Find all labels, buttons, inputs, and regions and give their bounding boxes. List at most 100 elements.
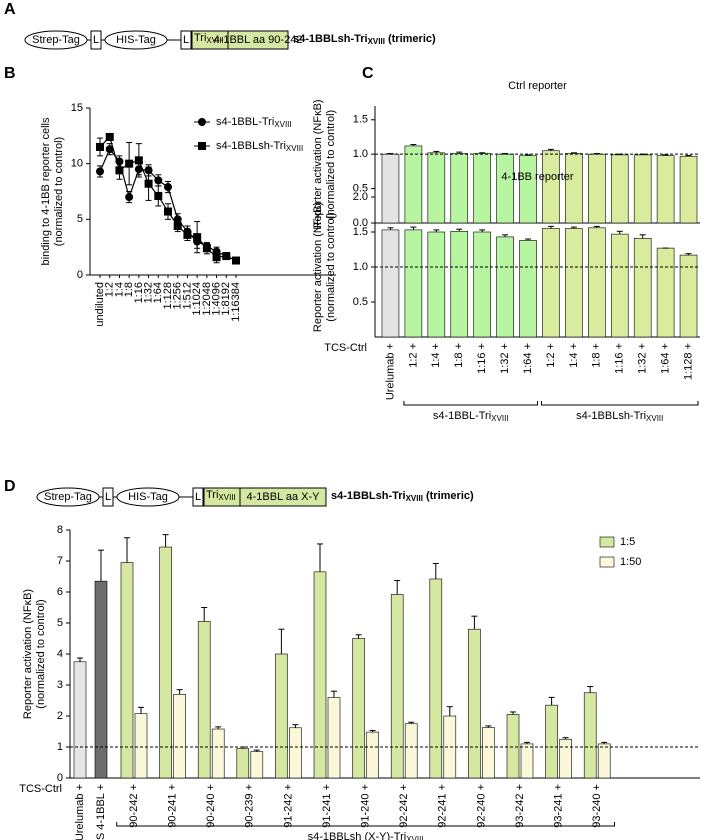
- error-bar: [410, 226, 417, 230]
- y-tick-label: 2: [57, 710, 63, 722]
- error-bar: [408, 721, 415, 724]
- y-tick-label: 0: [77, 269, 83, 281]
- 4-1bbl-domain: [239, 487, 327, 507]
- tri-label: TriXVIII: [206, 489, 236, 502]
- y-tick-label: 8: [57, 524, 63, 536]
- error-bar: [456, 228, 463, 232]
- y-tick-label: 0.5: [353, 296, 368, 308]
- bar: [610, 233, 629, 338]
- y-axis-label: (normalized to control): [35, 599, 47, 708]
- bar: [565, 228, 583, 338]
- x-tick-label: 1:64 +: [660, 343, 672, 374]
- data-point: [134, 156, 143, 165]
- x-tick-label: 1:8192: [220, 282, 232, 316]
- text-piece: s4-1BBLsh-Tri: [331, 490, 406, 502]
- error-bar: [331, 690, 337, 698]
- domain-label: 4-1BBL aa 90-242: [214, 34, 303, 46]
- y-axis-label: Reporter activation (NFκB): [312, 99, 324, 229]
- bar: [352, 638, 365, 779]
- x-tick-label: 1:4096: [210, 282, 222, 316]
- bar: [427, 231, 446, 338]
- chart-title: Ctrl reporter: [508, 80, 567, 92]
- x-tick-label: 1:2: [104, 282, 116, 297]
- strep-label: Strep-Tag: [44, 491, 92, 503]
- error-bar: [456, 151, 463, 154]
- error-bar: [685, 253, 692, 256]
- y-tick-label: 0.0: [353, 217, 368, 229]
- domain-label: 4-1BBL aa X-Y: [247, 491, 321, 503]
- y-tick-label: 6: [57, 586, 63, 598]
- data-point: [154, 191, 163, 200]
- x-tick-label: 90-241 +: [167, 784, 179, 828]
- x-tick-label: 1:128 +: [682, 343, 694, 380]
- x-tick-label: 1:256: [172, 282, 184, 310]
- strep-label: Strep-Tag: [32, 34, 80, 46]
- error-bar: [292, 724, 299, 728]
- bar: [289, 727, 302, 779]
- x-tick-label: 92-241 +: [437, 784, 449, 828]
- y-tick-label: 0: [57, 772, 63, 784]
- data-point: [232, 256, 240, 265]
- bar: [519, 155, 537, 224]
- x-tick-label: 93-240 +: [591, 784, 603, 828]
- x-tick-label: 1:16 +: [614, 343, 626, 374]
- legend-label: 1:50: [620, 556, 641, 568]
- bar: [597, 743, 611, 779]
- bar: [404, 723, 418, 779]
- bar: [633, 154, 652, 224]
- error-bar: [510, 711, 516, 715]
- error-bar: [410, 144, 417, 146]
- bar: [275, 653, 288, 779]
- group-bracket: [541, 401, 699, 406]
- data-point: [183, 230, 192, 239]
- subscript: XVIII: [406, 494, 423, 503]
- bar: [404, 145, 423, 224]
- x-tick-label: 91-242 +: [282, 784, 294, 828]
- bar: [468, 628, 481, 779]
- y-tick-label: 1.5: [353, 226, 368, 238]
- error-bar: [502, 234, 509, 237]
- subscript: XVIII: [406, 835, 423, 840]
- error-bar: [369, 730, 376, 733]
- data-point: [222, 252, 231, 261]
- y-tick-label: 5: [77, 213, 83, 225]
- x-tick-label: 92-242 +: [398, 784, 410, 828]
- x-tick-label: undiluted: [94, 282, 106, 327]
- strep-tag: [24, 30, 88, 50]
- x-tick-label: 1:16384: [230, 282, 242, 322]
- x-tick-label: 1:1024: [191, 282, 203, 316]
- construct-name: s4-1BBLsh-TriXVIII (trimeric): [331, 490, 474, 503]
- bar: [450, 153, 469, 224]
- legend-swatch: [599, 556, 615, 568]
- bar: [159, 546, 172, 779]
- data-point: [115, 166, 124, 175]
- error-bar: [524, 741, 530, 744]
- data-point: [193, 233, 202, 242]
- linker-label: L: [195, 491, 201, 503]
- y-axis-label: (normalized to control): [325, 212, 337, 321]
- subscript: XVIII: [218, 493, 235, 502]
- his-label: HIS-Tag: [116, 34, 156, 46]
- bar: [404, 229, 423, 338]
- group-bracket: [403, 401, 538, 406]
- error-bar: [278, 628, 285, 654]
- bar: [211, 728, 225, 779]
- error-bar: [547, 225, 554, 229]
- error-bar: [685, 155, 692, 157]
- linker-label: L: [105, 491, 111, 503]
- x-tick-label: 93-241 +: [553, 784, 565, 828]
- error-bar: [662, 154, 669, 156]
- y-axis-label: Reporter activation (NFκB): [312, 202, 324, 332]
- x-tick-label: 1:512: [181, 282, 193, 310]
- bar: [633, 238, 652, 338]
- y-tick-label: 15: [71, 102, 83, 114]
- group-label: s4-1BBLsh-TriXVIII: [576, 410, 663, 423]
- panel-label: D: [4, 478, 16, 495]
- error-bar: [479, 152, 486, 154]
- x-tick-label: 1:32: [142, 282, 154, 303]
- error-bar: [601, 741, 608, 744]
- bar: [94, 580, 108, 779]
- group-bracket: [116, 822, 615, 827]
- x-tick-label: Urelumab +: [384, 343, 396, 400]
- error-bar: [387, 227, 394, 230]
